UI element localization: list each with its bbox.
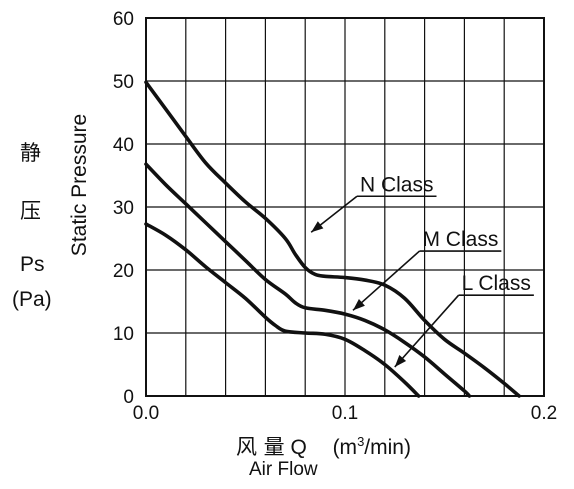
annotations: N Class M Class L Class: [310, 173, 534, 368]
series-line-m-class: [144, 162, 472, 398]
series-group: [144, 80, 521, 398]
x-axis-label-chinese: 风 量: [236, 435, 285, 459]
x-axis-label-unit-suffix: /min): [364, 436, 411, 459]
annotation-arrowhead: [394, 355, 407, 368]
x-axis-label-unit-prefix: (m: [332, 436, 358, 459]
x-axis-label: 风 量 Q (m3/min): [236, 431, 411, 461]
x-axis-label-unit-superscript: 3: [357, 434, 365, 449]
y-tick-label: 30: [113, 198, 134, 219]
y-tick-label: 60: [113, 9, 134, 30]
plot-frame: [145, 17, 545, 397]
y-tick-label: 40: [113, 135, 134, 156]
y-tick-label: 0: [123, 387, 134, 408]
series-line-n-class: [144, 80, 521, 398]
y-axis-label-unit: (Pa): [12, 288, 52, 311]
y-axis-label-chinese-1: 静: [20, 141, 41, 165]
annotation-label-l-class: L Class: [462, 272, 531, 295]
tick-labels: 0 10 20 30 40 50 60 0.0 0.1 0.2: [113, 9, 557, 424]
annotation-label-n-class: N Class: [360, 173, 434, 196]
x-tick-label: 0.1: [332, 403, 358, 424]
x-axis-label-english: Air Flow: [249, 459, 318, 480]
grid: [145, 17, 545, 397]
annotation-arrowhead: [352, 298, 365, 311]
annotation-leader-line: [394, 294, 460, 368]
annotation-label-m-class: M Class: [422, 228, 498, 251]
y-axis-label-symbol: Ps: [20, 253, 45, 276]
annotation-arrowhead: [311, 221, 324, 233]
x-tick-label: 0.0: [133, 403, 159, 424]
y-tick-label: 50: [113, 72, 134, 93]
x-axis-label-symbol: Q: [290, 436, 307, 459]
y-axis-label-english: Static Pressure: [68, 114, 91, 256]
y-tick-label: 20: [113, 261, 134, 282]
y-axis-label-chinese-2: 压: [20, 199, 41, 223]
x-tick-label: 0.2: [531, 403, 557, 424]
series-line-l-class: [144, 222, 421, 398]
annotation-leader-line: [352, 250, 421, 311]
y-tick-label: 10: [113, 324, 134, 345]
